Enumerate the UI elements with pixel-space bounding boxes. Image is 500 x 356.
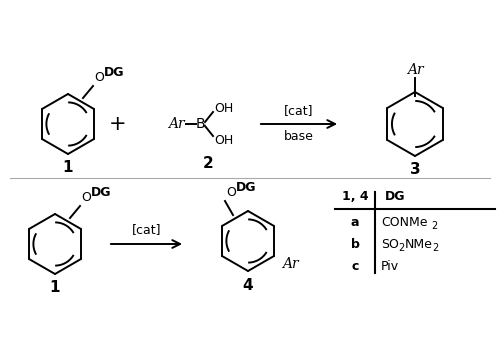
Text: 1, 4: 1, 4 [342, 189, 368, 203]
Text: NMe: NMe [405, 238, 433, 251]
Text: OH: OH [214, 101, 233, 115]
Text: c: c [352, 260, 358, 273]
Text: DG: DG [236, 181, 256, 194]
Text: Ar: Ar [406, 63, 424, 77]
Text: 1: 1 [50, 281, 60, 295]
Text: O: O [81, 191, 91, 204]
Text: Piv: Piv [381, 260, 399, 273]
Text: DG: DG [385, 189, 406, 203]
Text: OH: OH [214, 134, 233, 147]
Text: base: base [284, 131, 314, 143]
Text: +: + [109, 114, 127, 134]
Text: DG: DG [104, 66, 124, 79]
Text: CONMe: CONMe [381, 216, 428, 229]
Text: O: O [226, 186, 236, 199]
Text: 2: 2 [398, 244, 404, 253]
Text: SO: SO [381, 238, 399, 251]
Text: [cat]: [cat] [284, 105, 314, 117]
Text: b: b [350, 238, 360, 251]
Text: 1: 1 [63, 161, 73, 176]
Text: O: O [94, 71, 104, 84]
Text: a: a [351, 216, 359, 229]
Text: 3: 3 [410, 162, 420, 178]
Text: B: B [195, 117, 205, 131]
Text: [cat]: [cat] [132, 224, 162, 236]
Text: 2: 2 [431, 221, 437, 231]
Text: DG: DG [91, 186, 112, 199]
Text: Ar: Ar [282, 257, 298, 271]
Text: 2: 2 [202, 157, 213, 172]
Text: 2: 2 [432, 244, 438, 253]
Text: 4: 4 [242, 277, 254, 293]
Text: Ar: Ar [168, 117, 184, 131]
